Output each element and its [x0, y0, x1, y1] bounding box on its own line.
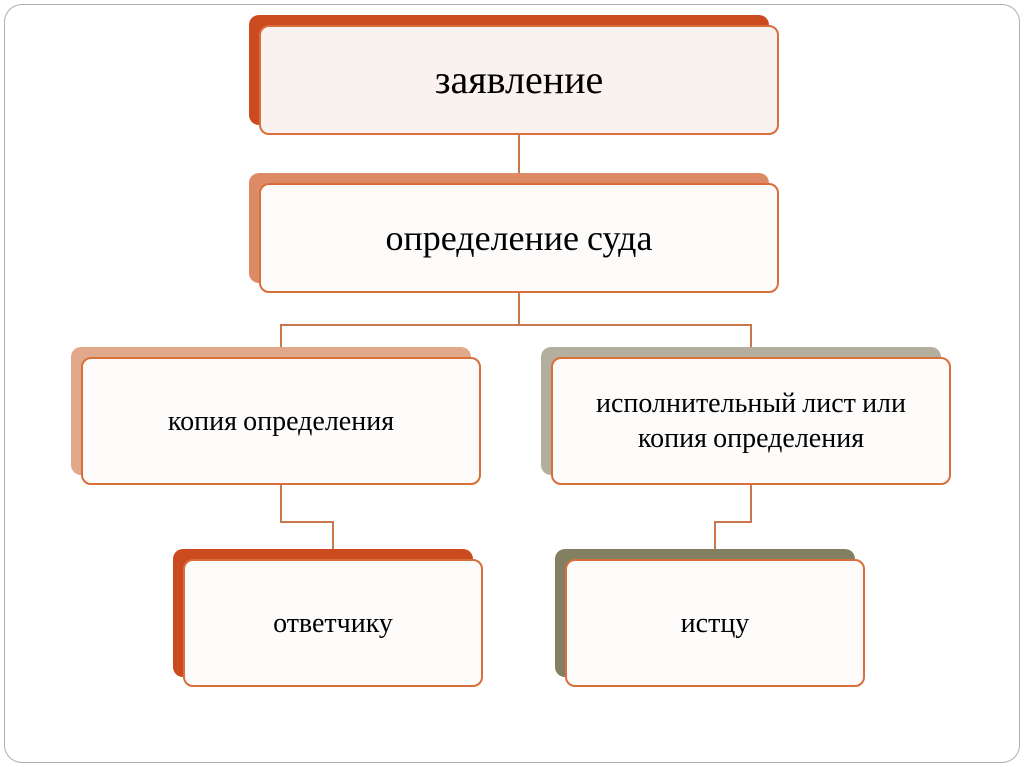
connector	[518, 135, 520, 159]
node-box: определение суда	[259, 183, 779, 293]
node-box: копия определения	[81, 357, 481, 485]
node-n6: истцу	[565, 559, 865, 687]
node-label: копия определения	[168, 404, 394, 439]
node-label: заявление	[435, 55, 604, 105]
node-label: определение суда	[386, 216, 653, 261]
connector	[750, 485, 752, 522]
connector	[714, 521, 752, 523]
outer-frame: заявление определение суда копия определен…	[4, 4, 1020, 763]
connector	[518, 324, 752, 326]
connector	[280, 485, 282, 522]
node-n1: заявление	[259, 25, 779, 135]
node-label: исполнительный лист или копия определени…	[571, 386, 931, 456]
node-box: исполнительный лист или копия определени…	[551, 357, 951, 485]
node-n2: определение суда	[259, 183, 779, 293]
node-n4: исполнительный лист или копия определени…	[551, 357, 951, 485]
connector	[280, 324, 520, 326]
diagram-canvas: заявление определение суда копия определен…	[5, 5, 1019, 762]
node-n3: копия определения	[81, 357, 481, 485]
connector	[518, 293, 520, 325]
node-box: истцу	[565, 559, 865, 687]
node-box: заявление	[259, 25, 779, 135]
node-n5: ответчику	[183, 559, 483, 687]
connector	[280, 521, 334, 523]
node-box: ответчику	[183, 559, 483, 687]
node-label: ответчику	[273, 606, 393, 641]
node-label: истцу	[681, 606, 750, 641]
